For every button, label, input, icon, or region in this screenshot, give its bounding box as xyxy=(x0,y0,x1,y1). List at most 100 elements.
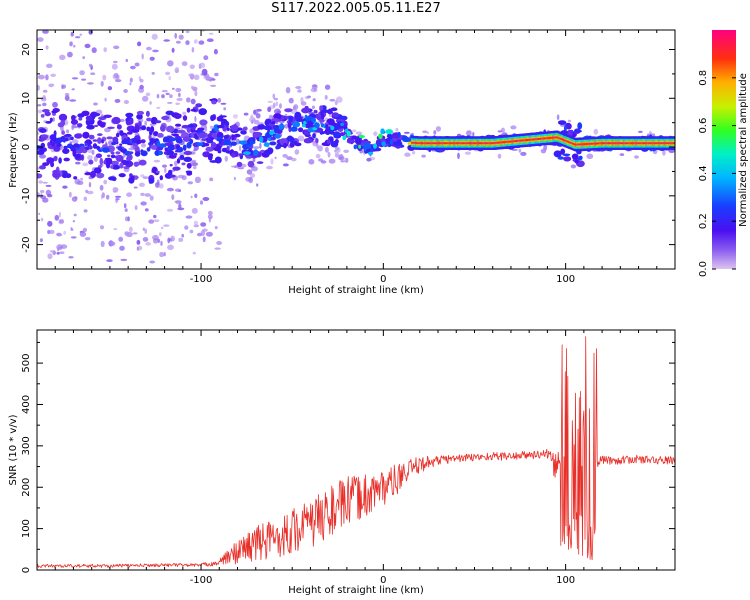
x-tick-label: 0 xyxy=(380,575,386,586)
spectral-blob xyxy=(218,115,227,118)
spectral-blob xyxy=(225,150,232,154)
spectrogram-frame xyxy=(36,29,676,270)
spectral-blob xyxy=(56,143,62,147)
snr-x-axis-label: Height of straight line (km) xyxy=(288,585,424,596)
spectral-blob xyxy=(70,136,74,141)
spectral-blob xyxy=(310,87,318,93)
spectral-blob xyxy=(145,242,151,246)
spectral-ridge xyxy=(601,142,604,145)
colorbar-tick-label: 0.8 xyxy=(698,70,709,86)
spectral-blob xyxy=(125,120,134,125)
spectral-blob xyxy=(247,160,255,168)
spectral-ridge xyxy=(436,142,438,145)
spectral-blob xyxy=(293,104,299,110)
spectral-blob xyxy=(352,129,357,133)
spectral-blob xyxy=(216,124,225,129)
spectral-blob xyxy=(497,130,503,133)
spectral-blob xyxy=(540,148,547,154)
spectral-blob xyxy=(213,48,218,55)
spectral-blob xyxy=(279,103,282,109)
spectral-blob xyxy=(283,142,287,149)
spectral-blob xyxy=(190,160,197,167)
spectral-blob xyxy=(115,197,118,204)
spectral-blob xyxy=(56,137,64,143)
spectral-ridge xyxy=(624,142,627,145)
spectral-ridge xyxy=(525,139,528,142)
spectral-ridge xyxy=(577,143,580,146)
spectral-blob xyxy=(165,136,170,142)
spectral-ridge xyxy=(412,141,414,144)
spectral-blob xyxy=(216,241,223,245)
spectral-blob xyxy=(210,114,215,122)
spectral-ridge xyxy=(662,142,665,145)
spectral-ridge xyxy=(487,142,490,145)
spectral-blob xyxy=(210,142,217,149)
spectral-blob xyxy=(315,153,321,159)
spectral-blob xyxy=(385,129,394,135)
spectral-ridge xyxy=(640,142,643,145)
spectral-ridge xyxy=(482,142,484,145)
spectral-blob xyxy=(116,132,120,138)
spectral-blob xyxy=(187,124,195,128)
y-tick-label: 0 xyxy=(21,567,32,573)
spectral-blob xyxy=(237,167,244,170)
spectral-blob xyxy=(562,153,571,157)
spectral-blob xyxy=(249,116,256,123)
spectral-blob xyxy=(243,151,251,155)
spectral-blob xyxy=(303,138,313,144)
spectral-blob xyxy=(257,124,266,130)
spectral-blob xyxy=(136,113,143,120)
spectral-blob xyxy=(330,141,339,148)
spectral-blob xyxy=(202,151,211,158)
spectral-ridge xyxy=(466,142,469,145)
spectral-blob xyxy=(311,117,317,123)
spectral-blob xyxy=(93,102,98,106)
spectral-blob xyxy=(159,175,163,181)
spectral-ridge xyxy=(555,136,558,139)
spectral-blob xyxy=(120,258,128,262)
spectral-ridge xyxy=(669,142,671,145)
spectral-blob xyxy=(139,78,144,83)
spectral-blob xyxy=(340,160,346,163)
spectral-ridge xyxy=(550,136,552,139)
spectral-blob xyxy=(240,140,248,145)
spectral-ridge xyxy=(446,142,448,145)
spectral-blob xyxy=(189,229,194,234)
spectral-blob xyxy=(346,139,355,144)
spectral-ridge xyxy=(472,142,475,145)
spectral-blob xyxy=(178,237,184,242)
spectral-blob xyxy=(340,115,348,121)
spectral-blob xyxy=(112,187,119,192)
spectral-ridge xyxy=(580,143,583,146)
spectral-ridge xyxy=(649,142,652,145)
spectral-blob xyxy=(275,145,280,150)
spectral-ridge xyxy=(609,142,611,145)
spectral-ridge xyxy=(621,142,623,145)
spectral-ridge xyxy=(582,143,585,146)
spectral-blob xyxy=(238,153,242,157)
spectral-blob xyxy=(92,143,98,149)
spectral-blob xyxy=(149,138,157,144)
colorbar-ticks: 0.0 0.2 0.4 0.6 0.8 xyxy=(698,70,736,277)
spectral-blob xyxy=(61,84,67,89)
spectral-blob xyxy=(165,92,170,96)
spectral-blob xyxy=(206,20,212,24)
snr-ticks: -100 0 100 0 100 200 300 400 500 xyxy=(21,330,676,586)
spectral-blob xyxy=(64,133,72,138)
spectral-ridge xyxy=(664,142,667,145)
spectral-ridge xyxy=(559,137,562,140)
spectral-blob xyxy=(556,114,560,121)
spectral-blob xyxy=(73,44,76,48)
spectral-ridge xyxy=(644,142,646,145)
spectral-blob xyxy=(49,117,53,123)
spectral-blob xyxy=(84,43,91,49)
spectral-ridge xyxy=(506,140,508,143)
spectral-blob xyxy=(153,159,161,163)
spectral-ridge xyxy=(427,142,430,145)
spectral-ridge xyxy=(581,143,584,146)
spectral-blob xyxy=(465,130,472,136)
spectral-blob xyxy=(99,122,106,128)
spectral-blob xyxy=(149,195,154,201)
spectral-blob xyxy=(553,150,562,158)
spectral-blob xyxy=(140,192,145,196)
